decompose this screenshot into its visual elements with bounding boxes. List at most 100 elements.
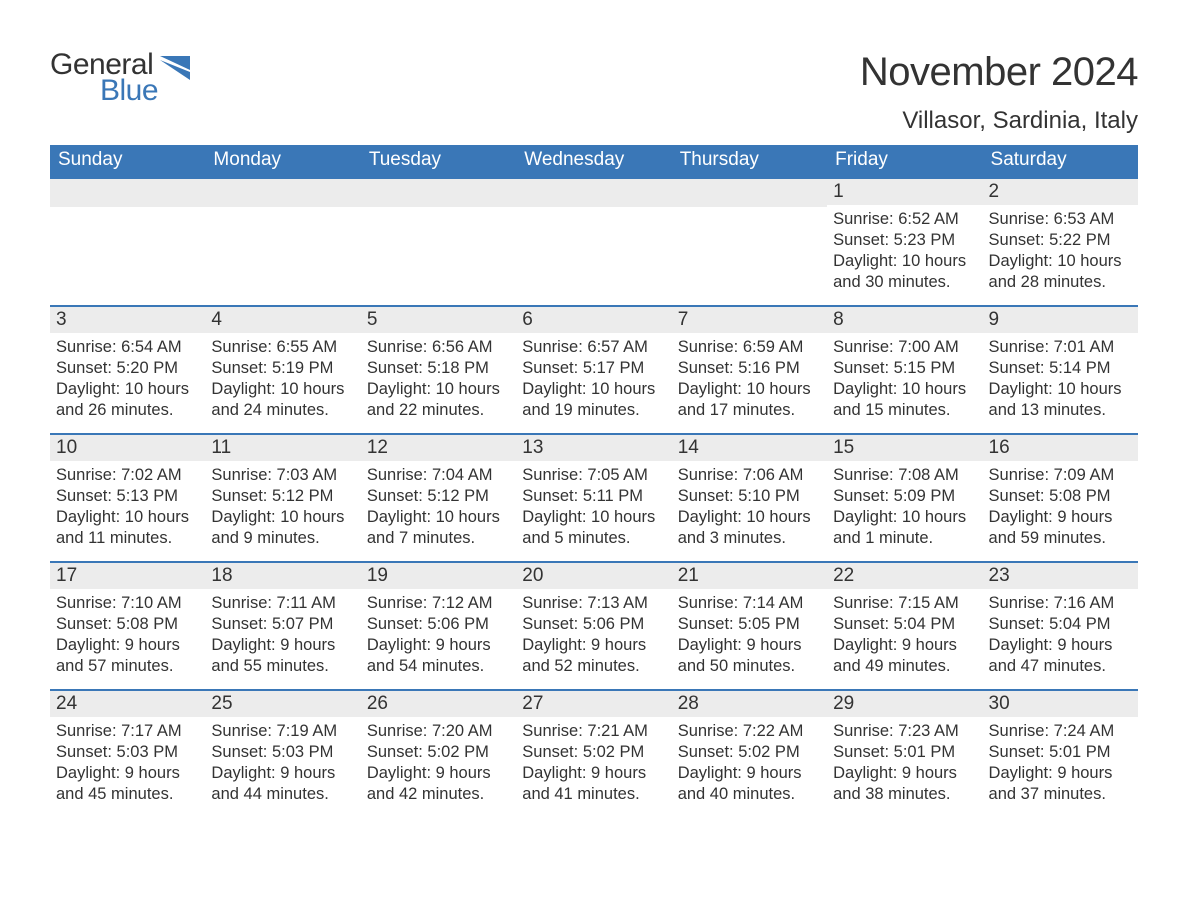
sunrise-line: Sunrise: 7:10 AM — [56, 593, 199, 614]
day-content: Sunrise: 7:22 AMSunset: 5:02 PMDaylight:… — [672, 717, 827, 813]
day-number: 1 — [827, 179, 982, 205]
daylight-value: 10 hours and 22 minutes. — [367, 380, 500, 419]
day-number: 17 — [50, 563, 205, 589]
empty-day-bar — [672, 179, 827, 207]
dow-cell: Sunday — [50, 145, 205, 177]
sunset-value: 5:17 PM — [583, 359, 644, 377]
sunrise-line: Sunrise: 7:13 AM — [522, 593, 665, 614]
sunrise-line: Sunrise: 7:08 AM — [833, 465, 976, 486]
day-cell: 29Sunrise: 7:23 AMSunset: 5:01 PMDayligh… — [827, 691, 982, 817]
daylight-value: 10 hours and 26 minutes. — [56, 380, 189, 419]
sunrise-value: 7:14 AM — [743, 594, 804, 612]
sunset-line: Sunset: 5:15 PM — [833, 358, 976, 379]
sunset-value: 5:05 PM — [738, 615, 799, 633]
sunrise-value: 6:57 AM — [587, 338, 648, 356]
daylight-line: Daylight: 10 hours and 24 minutes. — [211, 379, 354, 421]
sunset-line: Sunset: 5:16 PM — [678, 358, 821, 379]
day-content: Sunrise: 7:16 AMSunset: 5:04 PMDaylight:… — [983, 589, 1138, 685]
sunset-line: Sunset: 5:01 PM — [989, 742, 1132, 763]
daylight-value: 10 hours and 1 minute. — [833, 508, 966, 547]
day-cell: 1Sunrise: 6:52 AMSunset: 5:23 PMDaylight… — [827, 179, 982, 305]
sunrise-value: 7:01 AM — [1054, 338, 1115, 356]
day-content: Sunrise: 7:04 AMSunset: 5:12 PMDaylight:… — [361, 461, 516, 557]
sunset-line: Sunset: 5:04 PM — [833, 614, 976, 635]
sunrise-line: Sunrise: 6:59 AM — [678, 337, 821, 358]
day-number: 3 — [50, 307, 205, 333]
day-content: Sunrise: 7:11 AMSunset: 5:07 PMDaylight:… — [205, 589, 360, 685]
sunset-value: 5:03 PM — [272, 743, 333, 761]
daylight-line: Daylight: 9 hours and 37 minutes. — [989, 763, 1132, 805]
daylight-line: Daylight: 9 hours and 42 minutes. — [367, 763, 510, 805]
day-number: 26 — [361, 691, 516, 717]
dow-cell: Tuesday — [361, 145, 516, 177]
day-content: Sunrise: 6:53 AMSunset: 5:22 PMDaylight:… — [983, 205, 1138, 301]
sunrise-line: Sunrise: 6:53 AM — [989, 209, 1132, 230]
sunset-value: 5:13 PM — [117, 487, 178, 505]
sunset-line: Sunset: 5:10 PM — [678, 486, 821, 507]
day-number: 22 — [827, 563, 982, 589]
daylight-line: Daylight: 9 hours and 49 minutes. — [833, 635, 976, 677]
daylight-value: 9 hours and 55 minutes. — [211, 636, 335, 675]
sunrise-line: Sunrise: 6:52 AM — [833, 209, 976, 230]
sunrise-value: 6:54 AM — [121, 338, 182, 356]
day-content: Sunrise: 7:10 AMSunset: 5:08 PMDaylight:… — [50, 589, 205, 685]
sunrise-line: Sunrise: 6:57 AM — [522, 337, 665, 358]
day-content: Sunrise: 7:00 AMSunset: 5:15 PMDaylight:… — [827, 333, 982, 429]
sunrise-line: Sunrise: 7:11 AM — [211, 593, 354, 614]
daylight-line: Daylight: 9 hours and 50 minutes. — [678, 635, 821, 677]
sunrise-value: 7:02 AM — [121, 466, 182, 484]
daylight-value: 10 hours and 3 minutes. — [678, 508, 811, 547]
sunrise-line: Sunrise: 7:19 AM — [211, 721, 354, 742]
daylight-value: 9 hours and 54 minutes. — [367, 636, 491, 675]
day-content: Sunrise: 7:24 AMSunset: 5:01 PMDaylight:… — [983, 717, 1138, 813]
sunrise-value: 7:06 AM — [743, 466, 804, 484]
sunrise-line: Sunrise: 7:04 AM — [367, 465, 510, 486]
sunset-value: 5:09 PM — [894, 487, 955, 505]
daylight-line: Daylight: 10 hours and 28 minutes. — [989, 251, 1132, 293]
sunset-line: Sunset: 5:22 PM — [989, 230, 1132, 251]
day-content: Sunrise: 6:59 AMSunset: 5:16 PMDaylight:… — [672, 333, 827, 429]
sunset-line: Sunset: 5:02 PM — [522, 742, 665, 763]
daylight-line: Daylight: 9 hours and 38 minutes. — [833, 763, 976, 805]
sunset-line: Sunset: 5:19 PM — [211, 358, 354, 379]
day-content: Sunrise: 6:52 AMSunset: 5:23 PMDaylight:… — [827, 205, 982, 301]
day-number: 21 — [672, 563, 827, 589]
daylight-line: Daylight: 10 hours and 26 minutes. — [56, 379, 199, 421]
day-number: 13 — [516, 435, 671, 461]
day-cell: 28Sunrise: 7:22 AMSunset: 5:02 PMDayligh… — [672, 691, 827, 817]
sunset-value: 5:01 PM — [1049, 743, 1110, 761]
sunset-line: Sunset: 5:07 PM — [211, 614, 354, 635]
daylight-line: Daylight: 9 hours and 55 minutes. — [211, 635, 354, 677]
sunrise-value: 6:56 AM — [432, 338, 493, 356]
sunset-line: Sunset: 5:04 PM — [989, 614, 1132, 635]
sunrise-line: Sunrise: 7:22 AM — [678, 721, 821, 742]
day-number: 18 — [205, 563, 360, 589]
day-number: 9 — [983, 307, 1138, 333]
daylight-line: Daylight: 10 hours and 3 minutes. — [678, 507, 821, 549]
sunset-line: Sunset: 5:08 PM — [989, 486, 1132, 507]
sunrise-value: 7:08 AM — [898, 466, 959, 484]
month-title: November 2024 — [860, 50, 1138, 95]
daylight-value: 9 hours and 41 minutes. — [522, 764, 646, 803]
sunrise-line: Sunrise: 7:21 AM — [522, 721, 665, 742]
day-cell — [205, 179, 360, 305]
day-cell: 25Sunrise: 7:19 AMSunset: 5:03 PMDayligh… — [205, 691, 360, 817]
sunset-line: Sunset: 5:06 PM — [522, 614, 665, 635]
day-cell: 26Sunrise: 7:20 AMSunset: 5:02 PMDayligh… — [361, 691, 516, 817]
day-number: 19 — [361, 563, 516, 589]
daylight-line: Daylight: 9 hours and 40 minutes. — [678, 763, 821, 805]
day-cell: 9Sunrise: 7:01 AMSunset: 5:14 PMDaylight… — [983, 307, 1138, 433]
daylight-value: 9 hours and 52 minutes. — [522, 636, 646, 675]
daylight-value: 9 hours and 47 minutes. — [989, 636, 1113, 675]
sunrise-value: 7:09 AM — [1054, 466, 1115, 484]
daylight-line: Daylight: 9 hours and 54 minutes. — [367, 635, 510, 677]
sunrise-value: 7:21 AM — [587, 722, 648, 740]
day-content: Sunrise: 6:57 AMSunset: 5:17 PMDaylight:… — [516, 333, 671, 429]
sunset-line: Sunset: 5:17 PM — [522, 358, 665, 379]
day-of-week-row: SundayMondayTuesdayWednesdayThursdayFrid… — [50, 145, 1138, 177]
sunrise-line: Sunrise: 7:02 AM — [56, 465, 199, 486]
sunset-line: Sunset: 5:09 PM — [833, 486, 976, 507]
sunset-line: Sunset: 5:13 PM — [56, 486, 199, 507]
sunset-value: 5:23 PM — [894, 231, 955, 249]
sunrise-value: 6:53 AM — [1054, 210, 1115, 228]
